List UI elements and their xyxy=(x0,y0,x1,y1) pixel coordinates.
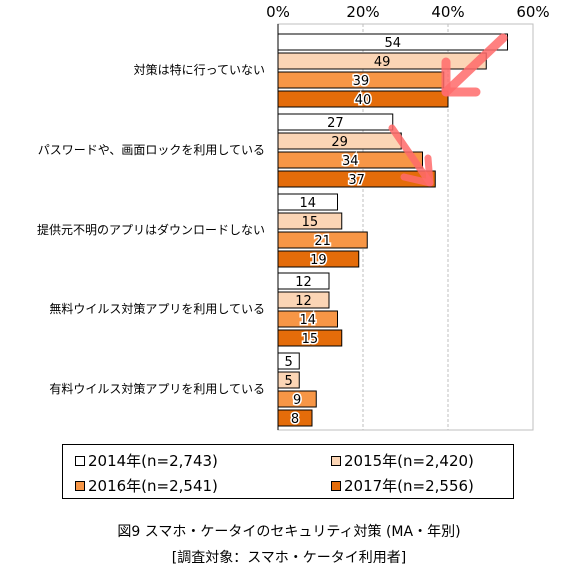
data-label: 9 xyxy=(293,393,301,408)
data-label: 34 xyxy=(342,154,359,169)
data-label: 15 xyxy=(302,215,319,230)
data-label: 15 xyxy=(302,332,319,347)
bar xyxy=(277,52,487,70)
category-label: パスワードや、画面ロックを利用している xyxy=(38,143,265,157)
data-label: 19 xyxy=(310,253,327,268)
data-label: 40 xyxy=(355,93,372,108)
data-label: 27 xyxy=(327,116,344,131)
bar xyxy=(277,193,338,211)
legend-item-2016: 2016年(n=2,541) xyxy=(75,475,218,496)
bar xyxy=(277,272,330,290)
x-axis-ticks: 0% 20% 40% 60% xyxy=(266,3,550,21)
legend-label-2016: 2016年(n=2,541) xyxy=(88,477,218,495)
category-label: 有料ウイルス対策アプリを利用している xyxy=(49,382,265,396)
bar xyxy=(277,371,300,389)
bar xyxy=(277,250,360,268)
data-label: 21 xyxy=(314,234,331,249)
bar xyxy=(277,231,368,249)
trend-arrow-2 xyxy=(388,124,434,187)
bar xyxy=(277,352,300,370)
legend-swatch-2015 xyxy=(331,456,341,466)
bar xyxy=(277,409,313,427)
data-label: 39 xyxy=(353,74,370,89)
category-label: 提供元不明のアプリはダウンロードしない xyxy=(37,222,265,237)
bar xyxy=(277,33,508,51)
category-labels: 対策は特に行っていないパスワードや、画面ロックを利用している提供元不明のアプリは… xyxy=(37,62,265,396)
bar xyxy=(277,390,317,408)
legend-label-2014: 2014年(n=2,743) xyxy=(88,452,218,470)
bar xyxy=(277,170,436,188)
data-label: 14 xyxy=(299,313,316,328)
x-tick-label: 0% xyxy=(266,3,290,21)
data-label: 54 xyxy=(384,36,401,51)
legend-swatch-2017 xyxy=(331,481,341,491)
legend-label-2017: 2017年(n=2,556) xyxy=(344,477,474,495)
legend-swatch-2016 xyxy=(75,481,85,491)
legend-item-2014: 2014年(n=2,743) xyxy=(75,450,218,471)
data-label: 49 xyxy=(374,55,391,70)
data-label: 5 xyxy=(284,374,292,389)
data-label: 8 xyxy=(291,412,299,427)
legend-swatch-2014 xyxy=(75,456,85,466)
data-label: 12 xyxy=(295,294,312,309)
trend-arrows xyxy=(388,33,508,187)
bar xyxy=(277,151,423,169)
data-label: 12 xyxy=(295,275,312,290)
category-label: 無料ウイルス対策アプリを利用している xyxy=(49,301,265,316)
bar xyxy=(277,212,343,230)
legend-label-2015: 2015年(n=2,420) xyxy=(344,452,474,470)
bars: 54 27 14 12 5 49 29 15 12 5 39 34 21 14 9 40 37 19 15 8 xyxy=(277,33,508,429)
x-tick-label: 40% xyxy=(431,3,464,21)
data-label: 5 xyxy=(284,355,292,370)
legend: 2014年(n=2,743) 2015年(n=2,420) 2016年(n=2,… xyxy=(62,444,514,499)
bar xyxy=(277,113,394,131)
bar xyxy=(277,329,343,347)
x-tick-label: 20% xyxy=(346,3,379,21)
legend-item-2017: 2017年(n=2,556) xyxy=(331,475,474,496)
data-label: 29 xyxy=(331,135,348,150)
bar-chart: 0% 20% 40% 60% 対策は特に行っていないパスワードや、画面ロックを利用して… xyxy=(37,3,550,431)
data-label: 37 xyxy=(348,173,365,188)
chart-subtitle: [調査対象：スマホ・ケータイ利用者] xyxy=(171,550,407,566)
data-label: 14 xyxy=(299,196,316,211)
bar xyxy=(277,90,449,108)
bar xyxy=(277,310,338,328)
category-label: 対策は特に行っていない xyxy=(134,62,265,77)
chart-title: 図9 スマホ・ケータイのセキュリティ対策 (MA・年別) xyxy=(117,524,461,540)
trend-arrow-1 xyxy=(441,33,508,97)
legend-item-2015: 2015年(n=2,420) xyxy=(331,450,474,471)
x-tick-label: 60% xyxy=(516,3,549,21)
bar xyxy=(277,291,330,309)
